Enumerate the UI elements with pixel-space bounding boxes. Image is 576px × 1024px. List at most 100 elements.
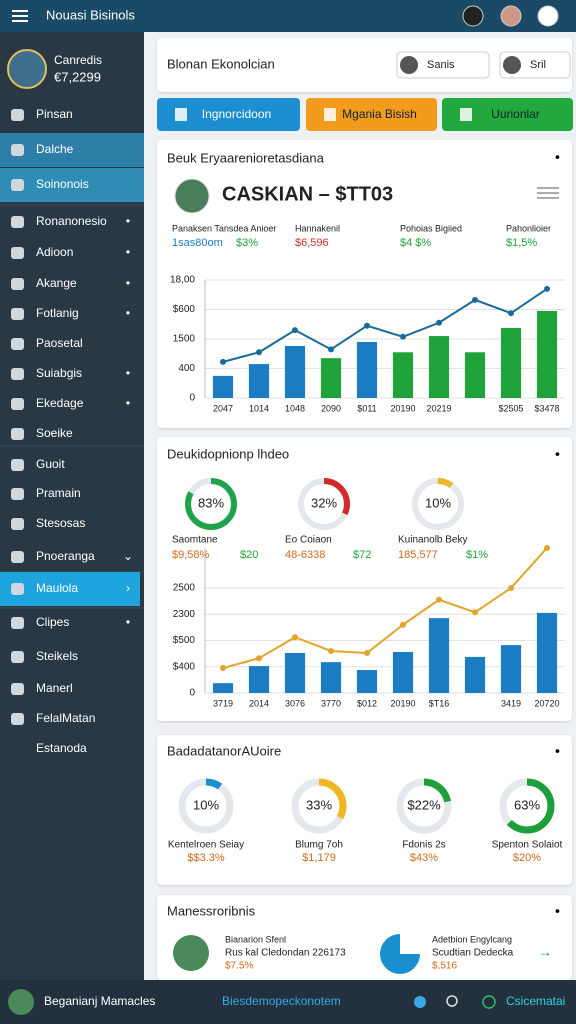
- button[interactable]: [306, 98, 437, 131]
- line: [222, 547, 548, 670]
- donut-name: Fdonis 2s: [402, 840, 445, 851]
- bar: [284, 652, 306, 693]
- chevron: •: [126, 245, 130, 259]
- menu-icon: [11, 551, 24, 563]
- menu-item[interactable]: Soinonois: [36, 177, 89, 191]
- item-title: Adetbion Engylcang: [432, 934, 512, 944]
- stat-label: Pohoias Bigiied: [400, 223, 462, 233]
- avatar[interactable]: [7, 49, 47, 89]
- icon[interactable]: [446, 995, 458, 1007]
- menu-icon: [11, 144, 24, 156]
- chevron: •: [126, 214, 130, 228]
- button[interactable]: [157, 98, 300, 131]
- menu-item[interactable]: Adioon: [36, 245, 73, 259]
- donut-value: 48-6338: [285, 549, 325, 561]
- donut-arc: [178, 778, 234, 834]
- menu-icon[interactable]: [12, 20, 28, 22]
- menu-icon: [11, 617, 24, 629]
- dropdown[interactable]: [396, 51, 490, 79]
- menu-item[interactable]: Soeike: [36, 426, 73, 440]
- point: [508, 584, 514, 591]
- x-tick-label: $011: [357, 403, 376, 413]
- menu-icon[interactable]: [537, 192, 559, 194]
- button-label[interactable]: Mgania Bisish: [342, 107, 417, 121]
- menu-item[interactable]: Akange: [36, 276, 77, 290]
- icon[interactable]: [482, 995, 496, 1009]
- arrow: →: [538, 944, 552, 960]
- menu-item[interactable]: Ronanonesio: [36, 214, 107, 228]
- menu-icon[interactable]: [537, 197, 559, 199]
- menu-icon[interactable]: [12, 15, 28, 17]
- button-icon: [175, 108, 187, 121]
- button-label[interactable]: Ingnorcidoon: [202, 107, 271, 121]
- donut-value: $9,58%: [172, 549, 210, 561]
- menu-item[interactable]: Maulola: [36, 581, 78, 595]
- menu-item[interactable]: Pnoeranga: [36, 549, 95, 563]
- bar: [536, 612, 558, 693]
- menu-icon[interactable]: [537, 187, 559, 189]
- x-tick-label: $T16: [429, 698, 450, 708]
- menu-icon[interactable]: [12, 10, 28, 12]
- bar: [464, 352, 486, 398]
- donut-label: 10%: [425, 495, 451, 510]
- donut-label: 63%: [514, 797, 540, 812]
- bar: [320, 358, 342, 398]
- bar: [500, 327, 522, 398]
- menu-item[interactable]: Manerl: [36, 681, 73, 695]
- menu-item[interactable]: Estanoda: [36, 741, 87, 755]
- avatar[interactable]: [462, 5, 484, 27]
- bottom-bar: [0, 980, 576, 1024]
- menu-icon: [11, 683, 24, 695]
- item-value: $7.5%: [225, 961, 253, 972]
- point: [472, 296, 478, 303]
- menu-item[interactable]: Fotlanig: [36, 306, 79, 320]
- point: [400, 333, 406, 340]
- donut-label: 33%: [306, 797, 332, 812]
- point: [436, 319, 442, 326]
- point: [292, 327, 298, 334]
- donut-value: $1,179: [302, 852, 336, 864]
- menu-item[interactable]: Suiabgis: [36, 366, 82, 380]
- avatar[interactable]: [500, 5, 522, 27]
- donut-value: $1%: [466, 549, 488, 561]
- menu-item[interactable]: Paosetal: [36, 336, 83, 350]
- card-4: [157, 895, 572, 980]
- line: [222, 288, 548, 363]
- profile-balance: €7,2299: [54, 69, 101, 84]
- avatar[interactable]: [8, 989, 34, 1015]
- menu-item[interactable]: Ekedage: [36, 396, 84, 410]
- menu-item[interactable]: Pramain: [36, 486, 81, 500]
- more: •: [555, 743, 560, 759]
- donut-name: Spenton Solaiot: [492, 840, 563, 851]
- y-tick-label: $500: [173, 635, 196, 646]
- card-heading: CASKIAN – $TT03: [222, 183, 393, 205]
- user-name: Beganianj Mamacles: [44, 994, 155, 1008]
- menu-item[interactable]: FelalMatan: [36, 711, 95, 725]
- stat-label: Panaksen Tansdea Anioer: [172, 223, 276, 233]
- y-tick-label: 2300: [173, 609, 196, 620]
- bar: [428, 336, 450, 398]
- menu-item[interactable]: Stesosas: [36, 516, 85, 530]
- donut-name: Kentelroen Seiay: [168, 840, 244, 851]
- point: [292, 634, 298, 641]
- link[interactable]: Biesdemopeckonotem: [222, 994, 341, 1008]
- menu-item[interactable]: Guoit: [36, 457, 65, 471]
- button-label[interactable]: Uurionlar: [491, 107, 540, 121]
- x-tick-label: 2090: [321, 403, 341, 413]
- menu-item[interactable]: Dalche: [36, 142, 74, 156]
- status: Csicematai: [506, 994, 565, 1008]
- menu-item[interactable]: Clipes: [36, 615, 69, 629]
- donut-name: Saomtane: [172, 535, 218, 546]
- donut-arc: [396, 778, 452, 834]
- donut-value: 185,577: [398, 549, 438, 561]
- icon[interactable]: [414, 996, 426, 1008]
- item-sub: Rus kal Cledondan 226173: [225, 948, 346, 959]
- avatar[interactable]: [537, 5, 559, 27]
- button[interactable]: [442, 98, 573, 131]
- donut-name: Kuinanolb Beky: [398, 535, 468, 546]
- menu-item[interactable]: Pinsan: [36, 107, 73, 121]
- chevron: ⌄: [123, 549, 133, 563]
- menu-item[interactable]: Steikels: [36, 649, 78, 663]
- avatar: [400, 56, 418, 74]
